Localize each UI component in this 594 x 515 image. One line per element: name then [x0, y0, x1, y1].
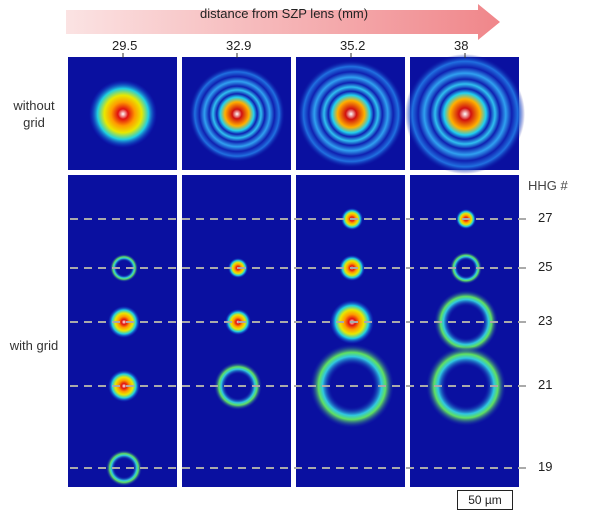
- distance-arrow: [66, 4, 500, 40]
- beam-profile: [89, 80, 157, 148]
- hhg-order: 19: [538, 459, 553, 474]
- hhg-spot: [108, 306, 140, 338]
- beam-profile: [189, 66, 285, 162]
- distance-label: 32.9: [226, 38, 252, 53]
- hhg-order: 27: [538, 210, 553, 225]
- arrow-label: distance from SZP lens (mm): [200, 6, 369, 21]
- hhg-order: 21: [538, 377, 553, 392]
- row-label: without grid: [13, 98, 55, 130]
- distance-label: 35.2: [340, 38, 366, 53]
- hhg-order: 23: [538, 313, 553, 328]
- hhg-spot: [108, 370, 140, 402]
- hhg-order: 25: [538, 259, 553, 274]
- distance-label: 38: [454, 38, 469, 53]
- beam-profile: [297, 60, 405, 168]
- hhg-spot: [106, 450, 142, 486]
- scale-bar: 50 µm: [457, 490, 513, 510]
- distance-label: 29.5: [112, 38, 138, 53]
- hhg-spot: [110, 254, 138, 282]
- row-label: with grid: [9, 338, 59, 353]
- hhg-title: HHG #: [528, 178, 568, 193]
- beam-profile: [405, 54, 525, 174]
